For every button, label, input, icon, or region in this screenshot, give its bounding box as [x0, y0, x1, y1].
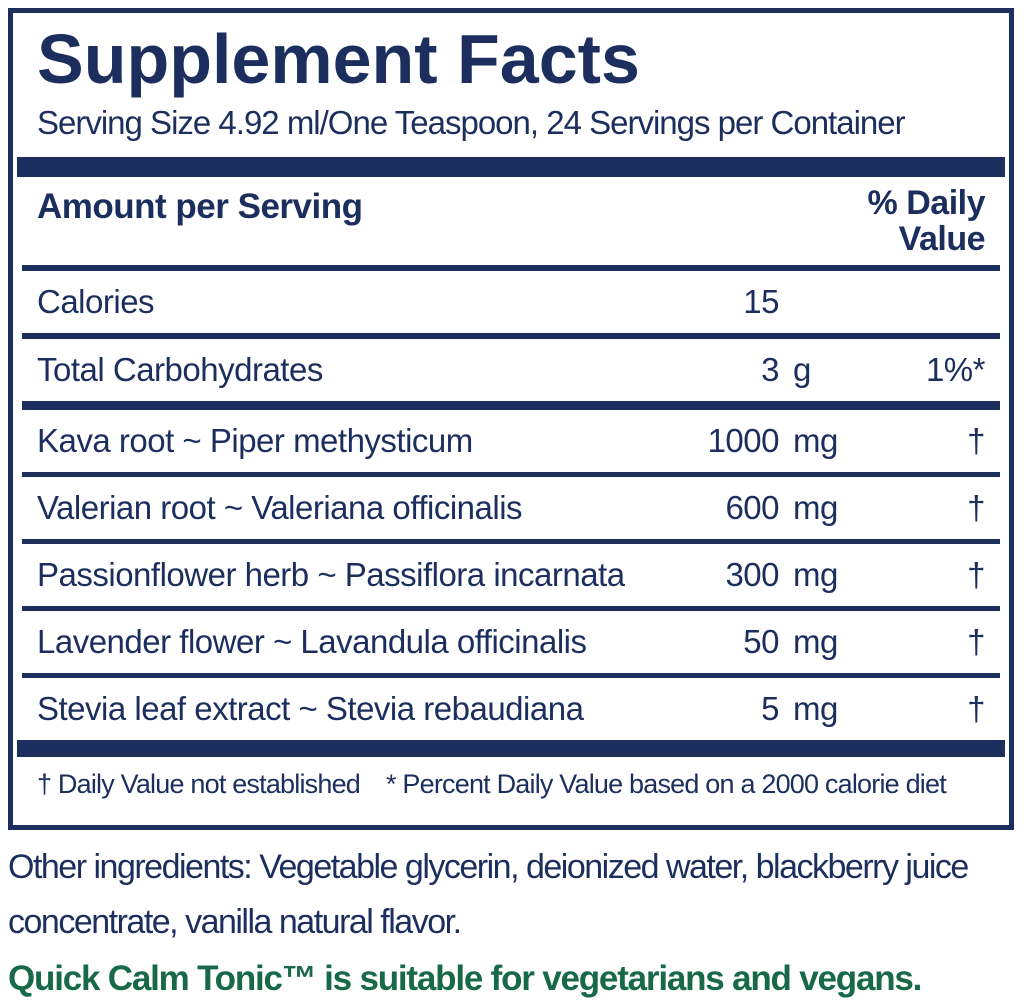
- footnote: † Daily Value not established * Percent …: [22, 767, 1000, 801]
- ingredient-daily-value: †: [967, 556, 985, 593]
- ingredient-unit: mg: [793, 556, 838, 593]
- serving-size-line: Serving Size 4.92 ml/One Teaspoon, 24 Se…: [37, 104, 906, 141]
- other-ingredients-text: Other ingredients: Vegetable glycerin, d…: [8, 848, 969, 941]
- ingredient-row: Passionflower herb ~ Passiflora incarnat…: [22, 544, 1000, 611]
- divider-bar-top: [17, 157, 1005, 177]
- ingredient-name: Lavender flower ~ Lavandula officinalis: [37, 623, 587, 660]
- ingredient-daily-value: †: [967, 623, 985, 660]
- below-panel-section: Other ingredients: Vegetable glycerin, d…: [8, 840, 1016, 1002]
- ingredient-name: Calories: [37, 283, 155, 320]
- ingredient-amount: 600: [725, 489, 779, 526]
- ingredient-row: Kava root ~ Piper methysticum 1000 mg †: [22, 410, 1000, 477]
- vegan-suitability-note: Quick Calm Tonic™ is suitable for vegeta…: [8, 959, 922, 998]
- ingredient-unit: mg: [793, 489, 838, 526]
- ingredient-row: Total Carbohydrates 3 g 1%*: [22, 339, 1000, 410]
- ingredient-name: Stevia leaf extract ~ Stevia rebaudiana: [37, 690, 584, 727]
- ingredient-unit: mg: [793, 623, 838, 660]
- panel-title: Supplement Facts: [37, 20, 640, 98]
- ingredient-amount: 3: [761, 351, 779, 388]
- footnote-percent-basis: * Percent Daily Value based on a 2000 ca…: [386, 769, 947, 799]
- ingredient-amount: 5: [761, 690, 779, 727]
- amount-per-serving-label: Amount per Serving: [37, 187, 363, 226]
- ingredient-amount: 15: [743, 283, 779, 320]
- ingredient-name: Total Carbohydrates: [37, 351, 323, 388]
- ingredient-row: Stevia leaf extract ~ Stevia rebaudiana …: [22, 678, 1000, 740]
- ingredient-name: Valerian root ~ Valeriana officinalis: [37, 489, 523, 526]
- ingredient-amount: 1000: [707, 422, 780, 459]
- supplement-facts-panel: Supplement Facts Serving Size 4.92 ml/On…: [8, 8, 1014, 830]
- ingredient-name: Passionflower herb ~ Passiflora incarnat…: [37, 556, 625, 593]
- column-header-row: Amount per Serving % Daily Value: [22, 177, 1000, 271]
- percent-daily-value-label: % Daily Value: [867, 184, 986, 258]
- ingredient-unit: mg: [793, 690, 838, 727]
- ingredient-row: Valerian root ~ Valeriana officinalis 60…: [22, 477, 1000, 544]
- ingredient-daily-value: 1%*: [925, 351, 986, 388]
- ingredient-amount: 300: [725, 556, 779, 593]
- nutrient-rows: Calories 15 Total Carbohydrates 3 g 1%* …: [22, 271, 1000, 740]
- divider-bar-bottom: [17, 740, 1005, 757]
- ingredient-daily-value: †: [967, 422, 985, 459]
- ingredient-row: Calories 15: [22, 271, 1000, 339]
- ingredient-amount: 50: [743, 623, 779, 660]
- ingredient-daily-value: †: [967, 690, 985, 727]
- ingredient-unit: g: [793, 351, 811, 388]
- ingredient-unit: mg: [793, 422, 838, 459]
- footnote-daily-value: † Daily Value not established: [37, 769, 361, 799]
- ingredient-name: Kava root ~ Piper methysticum: [37, 422, 473, 459]
- ingredient-daily-value: †: [967, 489, 985, 526]
- ingredient-row: Lavender flower ~ Lavandula officinalis …: [22, 611, 1000, 678]
